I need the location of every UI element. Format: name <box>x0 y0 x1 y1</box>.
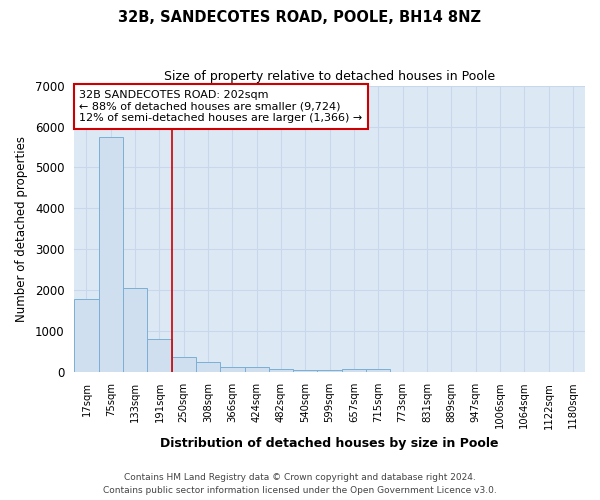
Bar <box>293 370 317 372</box>
Text: 32B SANDECOTES ROAD: 202sqm
← 88% of detached houses are smaller (9,724)
12% of : 32B SANDECOTES ROAD: 202sqm ← 88% of det… <box>79 90 362 123</box>
Bar <box>366 369 391 372</box>
Text: Contains HM Land Registry data © Crown copyright and database right 2024.
Contai: Contains HM Land Registry data © Crown c… <box>103 474 497 495</box>
Bar <box>245 368 269 372</box>
Bar <box>220 366 245 372</box>
Bar <box>196 362 220 372</box>
Bar <box>317 370 342 372</box>
Bar <box>74 300 98 372</box>
Text: 32B, SANDECOTES ROAD, POOLE, BH14 8NZ: 32B, SANDECOTES ROAD, POOLE, BH14 8NZ <box>119 10 482 25</box>
Bar <box>98 136 123 372</box>
Bar <box>147 338 172 372</box>
Title: Size of property relative to detached houses in Poole: Size of property relative to detached ho… <box>164 70 495 83</box>
Bar <box>269 368 293 372</box>
Bar <box>172 358 196 372</box>
X-axis label: Distribution of detached houses by size in Poole: Distribution of detached houses by size … <box>160 437 499 450</box>
Y-axis label: Number of detached properties: Number of detached properties <box>15 136 28 322</box>
Bar <box>342 369 366 372</box>
Bar <box>123 288 147 372</box>
